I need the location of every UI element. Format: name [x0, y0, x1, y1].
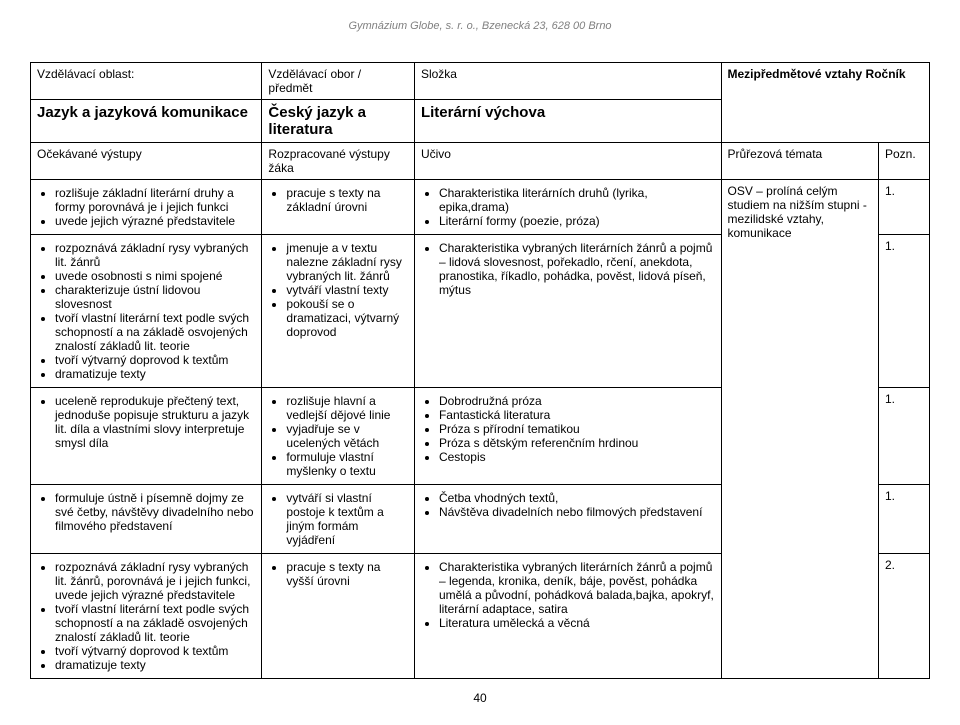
list-item: Literární formy (poezie, próza) [439, 214, 715, 228]
top-r1c3: Složka [414, 63, 721, 100]
subhead-c5: Pozn. [879, 143, 930, 180]
list-item: pracuje s texty na vyšší úrovni [286, 560, 408, 588]
list-item: uvede jejich výrazné představitele [55, 214, 255, 228]
list-item: rozpoznává základní rysy vybraných lit. … [55, 241, 255, 269]
list-item: charakterizuje ústní lidovou slovesnost [55, 283, 255, 311]
list-item: dramatizuje texty [55, 367, 255, 381]
list-item: Návštěva divadelních nebo filmových před… [439, 505, 715, 519]
subhead-c3: Učivo [414, 143, 721, 180]
subhead-c1: Očekávané výstupy [31, 143, 262, 180]
list-item: pracuje s texty na základní úrovni [286, 186, 408, 214]
subhead-c2: Rozpracované výstupy žáka [262, 143, 415, 180]
document-header: Gymnázium Globe, s. r. o., Bzenecká 23, … [30, 20, 930, 32]
list-item: uceleně reprodukuje přečtený text, jedno… [55, 394, 255, 450]
table-cell: pracuje s texty na základní úrovni [262, 180, 415, 235]
list-item: pokouší se o dramatizaci, výtvarný dopro… [286, 297, 408, 339]
table-cell: rozlišuje hlavní a vedlejší dějové linie… [262, 388, 415, 485]
list-item: Próza s přírodní tematikou [439, 422, 715, 436]
page-number: 40 [30, 691, 930, 705]
pozn-cell: 1. [879, 235, 930, 388]
list-item: vytváří vlastní texty [286, 283, 408, 297]
table-cell: rozlišuje základní literární druhy a for… [31, 180, 262, 235]
list-item: jmenuje a v textu nalezne základní rysy … [286, 241, 408, 283]
list-item: Dobrodružná próza [439, 394, 715, 408]
pozn-cell: 1. [879, 485, 930, 554]
list-item: tvoří vlastní literární text podle svých… [55, 602, 255, 644]
table-cell: rozpoznává základní rysy vybraných lit. … [31, 554, 262, 679]
list-item: formuluje vlastní myšlenky o textu [286, 450, 408, 478]
list-item: rozlišuje hlavní a vedlejší dějové linie [286, 394, 408, 422]
top-r2c2: Český jazyk a literatura [262, 100, 415, 143]
table-cell: vytváří si vlastní postoje k textům a ji… [262, 485, 415, 554]
list-item: formuluje ústně i písemně dojmy ze své č… [55, 491, 255, 533]
list-item: dramatizuje texty [55, 658, 255, 672]
table-cell: Charakteristika vybraných literárních žá… [414, 235, 721, 388]
top-r1c1: Vzdělávací oblast: [31, 63, 262, 100]
list-item: vytváří si vlastní postoje k textům a ji… [286, 491, 408, 547]
top-r1c2: Vzdělávací obor / předmět [262, 63, 415, 100]
table-cell: Charakteristika vybraných literárních žá… [414, 554, 721, 679]
list-item: Charakteristika vybraných literárních žá… [439, 560, 715, 616]
curriculum-table: Vzdělávací oblast: Vzdělávací obor / pře… [30, 62, 930, 679]
list-item: rozlišuje základní literární druhy a for… [55, 186, 255, 214]
top-r2c1: Jazyk a jazyková komunikace [31, 100, 262, 143]
top-r2c3: Literární výchova [414, 100, 721, 143]
list-item: Charakteristika literárních druhů (lyrik… [439, 186, 715, 214]
list-item: uvede osobnosti s nimi spojené [55, 269, 255, 283]
list-item: Literatura umělecká a věcná [439, 616, 715, 630]
table-cell: rozpoznává základní rysy vybraných lit. … [31, 235, 262, 388]
list-item: Charakteristika vybraných literárních žá… [439, 241, 715, 297]
list-item: tvoří výtvarný doprovod k textům [55, 644, 255, 658]
table-cell: Četba vhodných textů, Návštěva divadelní… [414, 485, 721, 554]
subhead-c4: Průřezová témata [721, 143, 879, 180]
list-item: rozpoznává základní rysy vybraných lit. … [55, 560, 255, 602]
table-cell: Dobrodružná próza Fantastická literatura… [414, 388, 721, 485]
list-item: vyjadřuje se v ucelených větách [286, 422, 408, 450]
table-cell: pracuje s texty na vyšší úrovni [262, 554, 415, 679]
list-item: tvoří vlastní literární text podle svých… [55, 311, 255, 353]
table-cell: jmenuje a v textu nalezne základní rysy … [262, 235, 415, 388]
table-cell: uceleně reprodukuje přečtený text, jedno… [31, 388, 262, 485]
table-cell: Charakteristika literárních druhů (lyrik… [414, 180, 721, 235]
pozn-cell: 1. [879, 180, 930, 235]
list-item: Četba vhodných textů, [439, 491, 715, 505]
pozn-cell: 1. [879, 388, 930, 485]
table-cell-prurezova: OSV – prolíná celým studiem na nižším st… [721, 180, 879, 679]
top-r1c4: Mezipředmětové vztahy Ročník [721, 63, 930, 143]
pozn-cell: 2. [879, 554, 930, 679]
list-item: Próza s dětským referenčním hrdinou [439, 436, 715, 450]
list-item: Fantastická literatura [439, 408, 715, 422]
list-item: tvoří výtvarný doprovod k textům [55, 353, 255, 367]
table-cell: formuluje ústně i písemně dojmy ze své č… [31, 485, 262, 554]
list-item: Cestopis [439, 450, 715, 464]
